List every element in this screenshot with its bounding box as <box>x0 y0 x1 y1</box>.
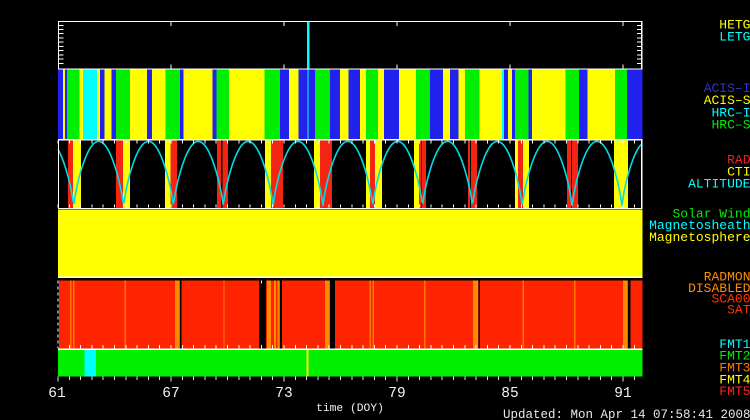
svg-text:ACIS–S: ACIS–S <box>704 93 750 108</box>
svg-text:FMT5: FMT5 <box>719 384 750 399</box>
svg-text:RAD: RAD <box>727 153 750 168</box>
svg-text:time (DOY): time (DOY) <box>316 403 384 415</box>
svg-text:67: 67 <box>162 386 179 402</box>
svg-text:79: 79 <box>388 386 405 402</box>
svg-text:ACIS–I: ACIS–I <box>704 81 750 96</box>
svg-text:RADMON: RADMON <box>704 270 750 285</box>
svg-text:HRC–S: HRC–S <box>711 118 750 133</box>
svg-text:SAT: SAT <box>727 303 750 318</box>
svg-text:FMT1: FMT1 <box>719 337 750 352</box>
svg-text:85: 85 <box>501 386 518 402</box>
svg-text:Updated: Mon Apr 14 07:58:41 2: Updated: Mon Apr 14 07:58:41 2008 <box>503 408 750 420</box>
svg-text:Magnetosheath: Magnetosheath <box>649 218 750 233</box>
svg-text:HRC–I: HRC–I <box>711 105 750 120</box>
svg-text:LETG: LETG <box>719 29 750 44</box>
svg-text:Magnetosphere: Magnetosphere <box>649 230 750 245</box>
svg-text:73: 73 <box>275 386 292 402</box>
svg-text:FMT3: FMT3 <box>719 361 750 376</box>
svg-text:SCA00: SCA00 <box>711 292 750 307</box>
svg-text:61: 61 <box>48 386 65 402</box>
svg-text:ALTITUDE: ALTITUDE <box>688 177 750 192</box>
svg-text:FMT4: FMT4 <box>719 372 750 387</box>
svg-text:DISABLED: DISABLED <box>688 281 750 296</box>
svg-text:CTI: CTI <box>727 165 750 180</box>
svg-text:91: 91 <box>614 386 631 402</box>
svg-text:HETG: HETG <box>719 18 750 33</box>
svg-text:Solar Wind: Solar Wind <box>672 206 750 221</box>
svg-text:FMT2: FMT2 <box>719 349 750 364</box>
